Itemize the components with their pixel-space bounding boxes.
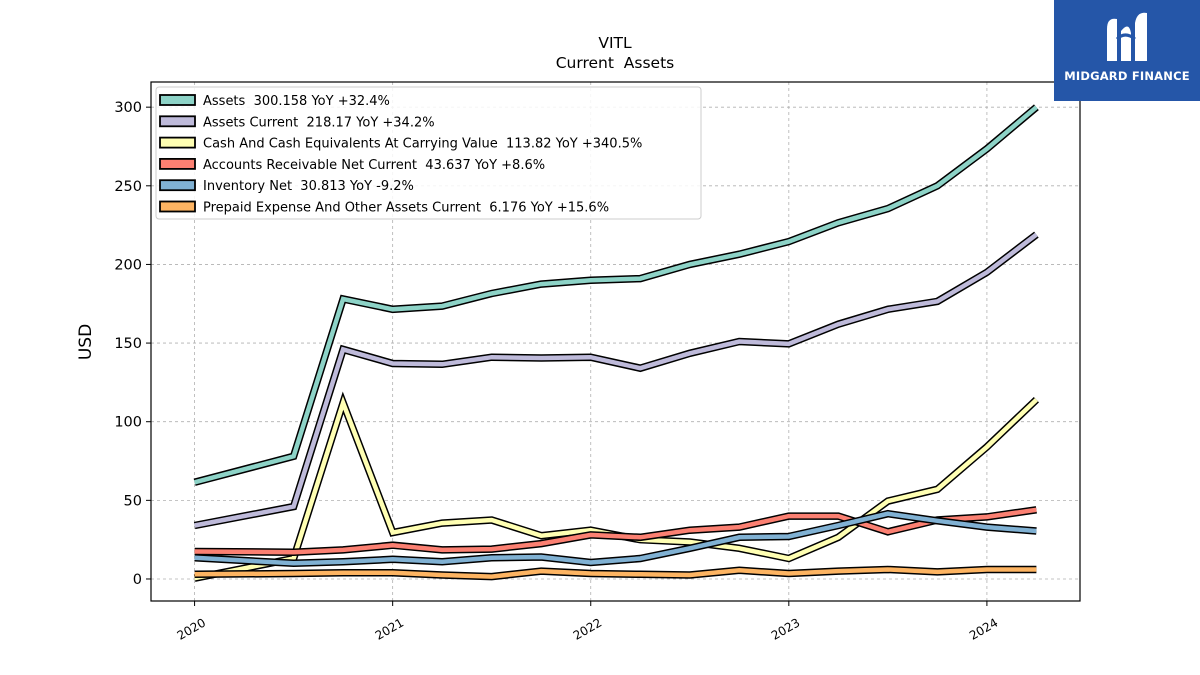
legend-swatch	[159, 179, 196, 192]
series-1	[193, 231, 1039, 530]
series-line	[194, 511, 1037, 566]
legend-box	[155, 86, 702, 220]
brand-mark-icon	[1107, 12, 1147, 62]
series-line	[194, 507, 1037, 555]
y-tick-label: 0	[133, 572, 142, 588]
series-3	[194, 506, 1037, 556]
series-line	[194, 105, 1038, 485]
series-0	[193, 104, 1039, 486]
legend: Assets 300.158 YoY +32.4% Assets Current …	[155, 86, 702, 220]
series-5	[194, 565, 1037, 581]
legend-swatch	[159, 200, 196, 213]
y-tick-label: 250	[114, 179, 142, 195]
brand-logo: MIDGARD FINANCE	[1054, 0, 1200, 101]
chart-title: VITL	[598, 34, 632, 52]
series-line	[194, 567, 1037, 579]
plot-area	[150, 81, 1081, 602]
legend-label: Prepaid Expense And Other Assets Current…	[203, 201, 609, 216]
brand-name: MIDGARD FINANCE	[1064, 69, 1190, 83]
legend-label: Inventory Net 30.813 YoY -9.2%	[203, 179, 414, 194]
x-tick-label: 2022	[571, 615, 604, 642]
series-lines	[193, 104, 1039, 582]
y-axis-label: USD	[76, 324, 96, 360]
legend-swatch	[159, 115, 196, 128]
series-line	[194, 232, 1038, 528]
legend-swatch	[159, 136, 196, 149]
x-axis: 2020 2021 2022 2023 2024	[175, 601, 1000, 643]
x-tick-label: 2023	[769, 615, 802, 642]
y-tick-label: 300	[114, 100, 142, 116]
legend-swatch	[159, 157, 196, 170]
legend-label: Accounts Receivable Net Current 43.637 Y…	[203, 158, 545, 173]
legend-swatch	[159, 94, 196, 106]
y-axis: 0 50 100 150 200 250 300	[114, 100, 151, 588]
x-tick-label: 2021	[373, 615, 406, 642]
legend-label: Assets Current 218.17 YoY +34.2%	[203, 115, 435, 130]
x-tick-label: 2020	[175, 615, 208, 642]
y-tick-label: 150	[114, 336, 142, 352]
x-tick-label: 2024	[967, 615, 1000, 642]
y-tick-label: 100	[114, 415, 142, 431]
legend-label: Cash And Cash Equivalents At Carrying Va…	[203, 137, 642, 152]
legend-label: Assets 300.158 YoY +32.4%	[203, 94, 390, 109]
chart-subtitle: Current Assets	[556, 54, 675, 72]
series-4	[194, 509, 1037, 568]
y-tick-label: 200	[114, 257, 142, 273]
y-tick-label: 50	[124, 493, 142, 509]
